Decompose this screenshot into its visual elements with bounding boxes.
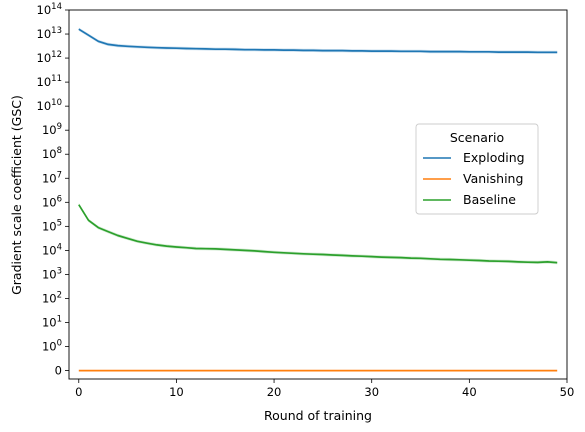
y-tick-label: 104 [42,242,62,257]
y-tick-label: 1013 [37,26,62,41]
x-tick-label: 30 [364,385,379,399]
series-band-exploding [78,27,558,54]
legend-title: Scenario [450,130,504,145]
y-tick-label: 106 [42,194,62,209]
y-tick-label: 108 [42,146,62,161]
y-tick-label: 109 [42,122,62,137]
y-tick-label: 107 [42,170,62,185]
x-axis-ticks: 0 10 20 30 40 50 [75,379,574,399]
y-tick-label: 101 [42,315,62,330]
y-tick-label: 1014 [37,2,62,17]
x-tick-label: 10 [169,385,184,399]
y-tick-label: 1010 [37,98,62,113]
legend-label-baseline: Baseline [463,192,516,207]
x-axis-label: Round of training [264,408,372,423]
x-tick-label: 20 [267,385,282,399]
legend-label-vanishing: Vanishing [463,171,523,186]
y-tick-label: 102 [42,290,62,305]
y-axis-label: Gradient scale coefficient (GSC) [9,95,24,295]
x-tick-label: 50 [560,385,575,399]
x-tick-label: 40 [462,385,477,399]
x-tick-label: 0 [75,385,82,399]
series-line-exploding [78,28,558,54]
y-axis-ticks: 0 100 101 102 103 104 105 106 107 108 109 1010 1011 1… [37,2,69,378]
legend-box [415,123,539,215]
y-tick-label: 103 [42,266,62,281]
plot-frame [68,9,568,380]
series-line-baseline [78,204,558,264]
series-layer [78,27,558,372]
y-tick-label: 105 [42,218,62,233]
y-tick-label: 1012 [37,50,62,65]
y-tick-label: 100 [42,339,62,354]
legend-label-exploding: Exploding [463,150,525,165]
y-tick-label: 1011 [37,74,62,89]
legend: Scenario Exploding Vanishing Baseline [415,123,539,215]
y-tick-label: 0 [55,364,62,378]
